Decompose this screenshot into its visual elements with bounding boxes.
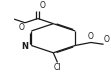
Text: O: O [18, 23, 24, 32]
Text: Cl: Cl [54, 63, 61, 72]
Text: O: O [104, 35, 110, 44]
Text: O: O [39, 1, 45, 10]
Text: N: N [21, 42, 28, 51]
Text: O: O [88, 32, 94, 41]
